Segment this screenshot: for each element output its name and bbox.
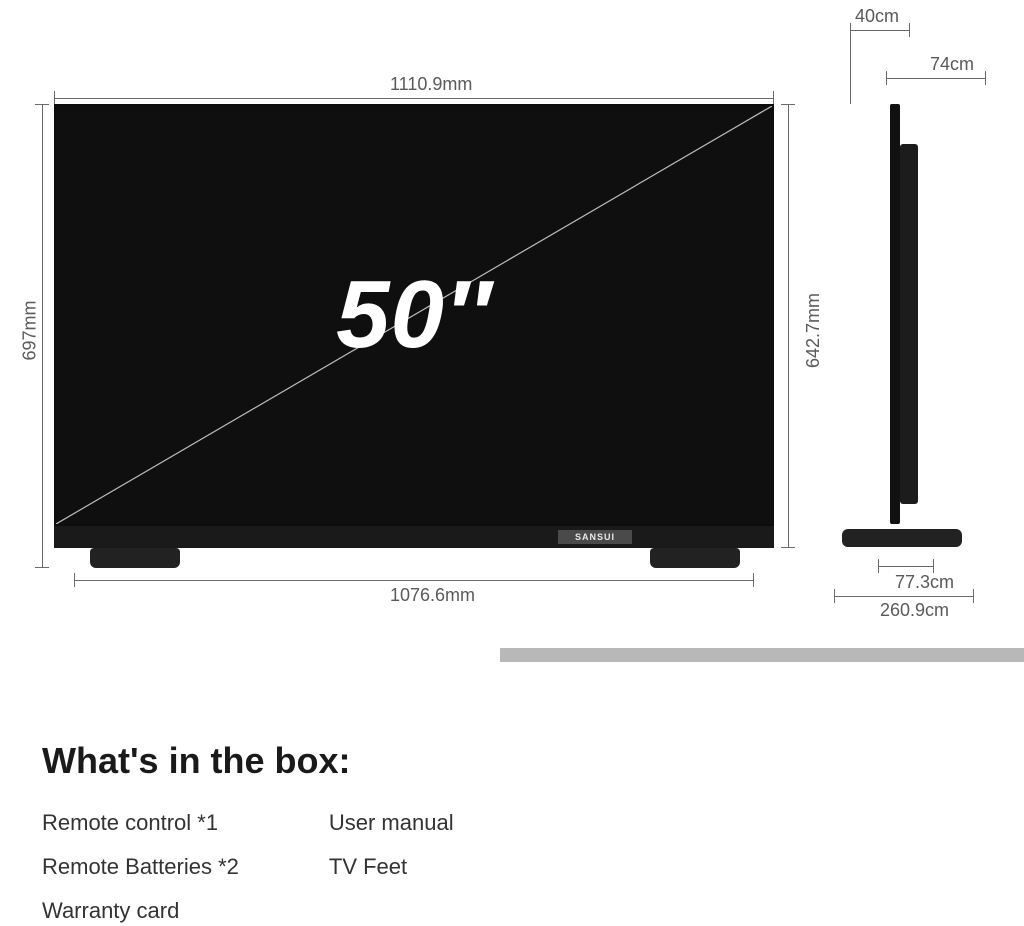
dim-tick	[74, 573, 75, 587]
box-title: What's in the box:	[42, 740, 982, 782]
side-body	[890, 104, 900, 524]
dim-tick	[909, 23, 910, 37]
dim-side-base: 260.9cm	[880, 600, 949, 621]
dim-side-thickness: 77.3cm	[895, 572, 954, 593]
screen-size-label: 50″	[54, 104, 774, 526]
dim-line	[74, 580, 754, 581]
box-contents-section: What's in the box: Remote control *1 Rem…	[42, 740, 982, 924]
dim-tick	[878, 559, 879, 573]
dim-tick	[933, 559, 934, 573]
dim-guide	[850, 30, 851, 104]
dim-tick	[753, 573, 754, 587]
dim-front-width-top: 1110.9mm	[390, 74, 472, 95]
divider-bar	[500, 648, 1024, 662]
dim-tick	[773, 91, 774, 105]
box-item: User manual	[329, 810, 454, 836]
dim-line	[54, 98, 774, 99]
side-bulge	[900, 144, 918, 504]
dim-front-height-left: 697mm	[20, 300, 41, 360]
dim-tick	[54, 91, 55, 105]
dim-tick	[35, 104, 49, 105]
dim-tick	[781, 104, 795, 105]
tv-side-profile	[882, 104, 922, 544]
dim-side-depth-top: 40cm	[855, 6, 899, 27]
brand-badge: SANSUI	[558, 530, 632, 544]
dim-line	[42, 104, 43, 568]
dim-tick	[834, 589, 835, 603]
dim-line	[850, 30, 910, 31]
dim-front-base-width: 1076.6mm	[390, 585, 475, 606]
box-item: Warranty card	[42, 898, 239, 924]
box-col-2: User manual TV Feet	[329, 810, 454, 924]
box-columns: Remote control *1 Remote Batteries *2 Wa…	[42, 810, 982, 924]
dim-line	[878, 566, 934, 567]
dim-tick	[985, 71, 986, 85]
dim-tick	[886, 71, 887, 85]
box-item: TV Feet	[329, 854, 454, 880]
box-item: Remote control *1	[42, 810, 239, 836]
tv-foot-left	[90, 548, 180, 568]
dim-side-bulge: 74cm	[930, 54, 974, 75]
dim-tick	[781, 547, 795, 548]
dim-line	[788, 104, 789, 548]
dim-line	[886, 78, 986, 79]
dim-line	[834, 596, 974, 597]
tv-bezel	[54, 526, 774, 548]
tv-foot-right	[650, 548, 740, 568]
side-base	[842, 529, 962, 547]
dim-tick	[973, 589, 974, 603]
box-col-1: Remote control *1 Remote Batteries *2 Wa…	[42, 810, 239, 924]
dim-tick	[35, 567, 49, 568]
box-item: Remote Batteries *2	[42, 854, 239, 880]
dimension-diagram: 1110.9mm 697mm 642.7mm 1076.6mm 50″ SANS…	[0, 0, 1024, 650]
dim-front-height-right: 642.7mm	[803, 293, 824, 368]
